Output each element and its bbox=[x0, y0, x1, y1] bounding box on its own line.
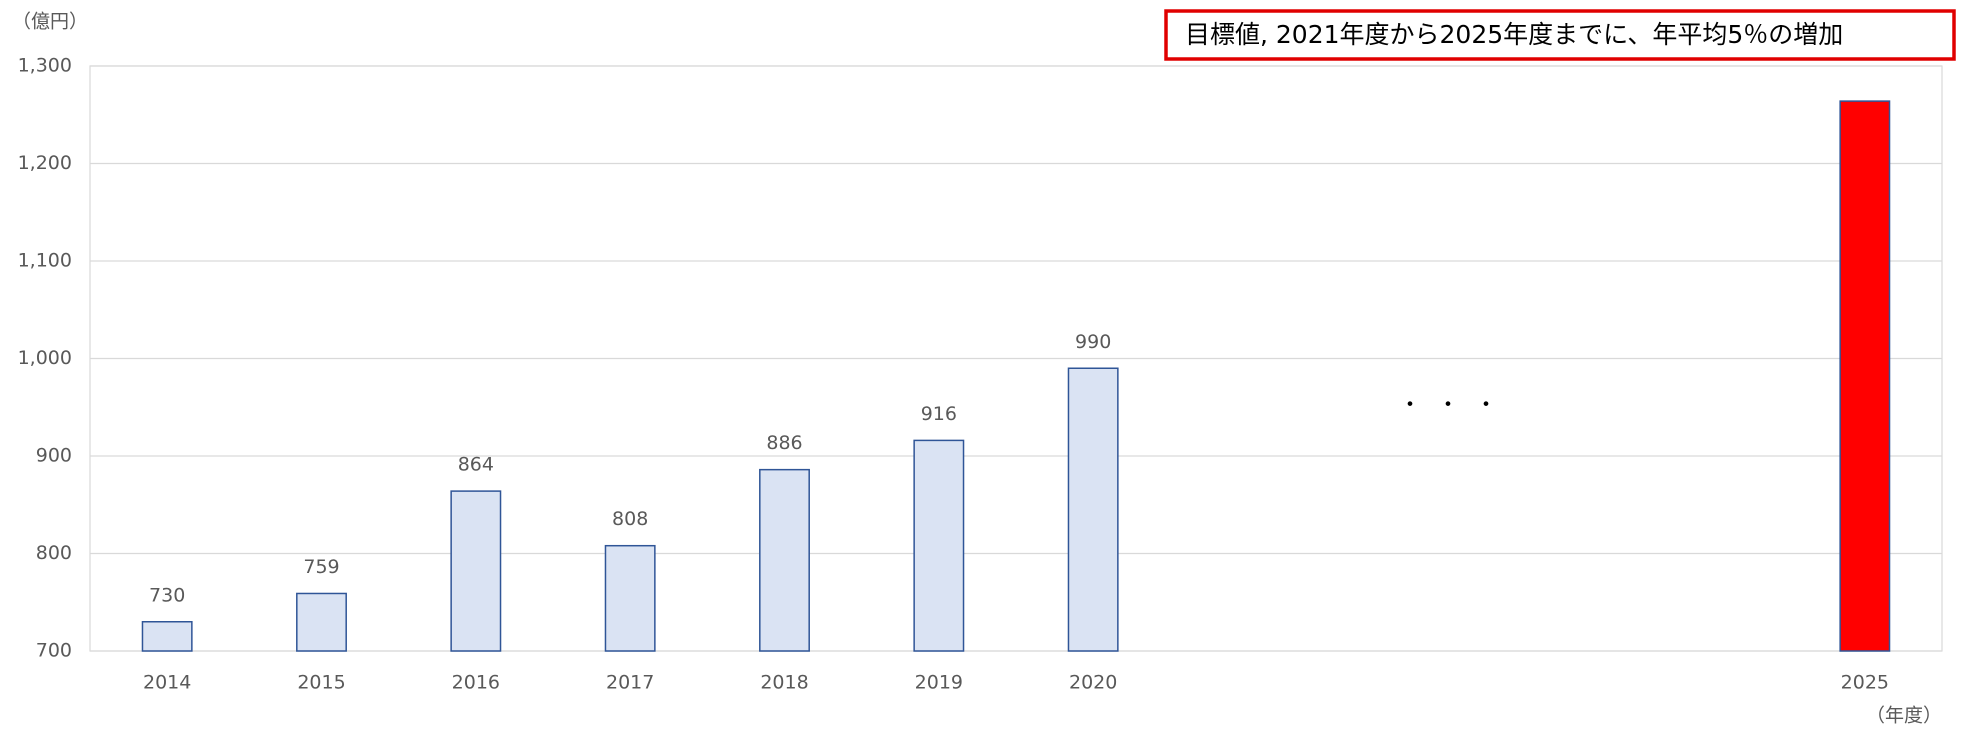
data-label: 916 bbox=[921, 403, 957, 425]
annotation-box bbox=[1164, 9, 1956, 61]
y-tick-label: 1,100 bbox=[18, 250, 72, 272]
y-tick-label: 1,000 bbox=[18, 347, 72, 369]
y-tick-label: 700 bbox=[36, 640, 72, 662]
gap-label: ・・・ bbox=[1399, 393, 1513, 418]
y-tick-label: 900 bbox=[36, 445, 72, 467]
y-unit-label: （億円） bbox=[12, 11, 88, 33]
data-label: 886 bbox=[766, 432, 802, 454]
data-label: 808 bbox=[612, 508, 648, 530]
x-tick-label: 2025 bbox=[1841, 672, 1889, 694]
data-label: 730 bbox=[149, 584, 185, 606]
x-unit-label: （年度） bbox=[1866, 705, 1942, 727]
data-label: 990 bbox=[1075, 331, 1111, 353]
bar bbox=[913, 439, 965, 652]
bar bbox=[296, 592, 347, 652]
x-tick-label: 2014 bbox=[143, 672, 191, 694]
x-tick-label: 2020 bbox=[1069, 672, 1117, 694]
x-tick-label: 2017 bbox=[606, 672, 654, 694]
x-tick-label: 2018 bbox=[760, 672, 808, 694]
bar bbox=[450, 490, 502, 652]
x-tick-label: 2019 bbox=[915, 672, 963, 694]
x-tick-label: 2015 bbox=[297, 672, 345, 694]
data-label: 864 bbox=[458, 454, 494, 476]
annotation: 目標値, 2021年度から2025年度までに、年平均5％の増加 bbox=[1185, 20, 1843, 49]
bar bbox=[604, 544, 656, 652]
data-label: 759 bbox=[303, 556, 339, 578]
bar bbox=[1067, 367, 1119, 652]
bar bbox=[1839, 100, 1891, 652]
x-tick-label: 2016 bbox=[452, 672, 500, 694]
y-tick-label: 1,200 bbox=[18, 152, 72, 174]
bar bbox=[141, 621, 193, 652]
bar bbox=[759, 468, 810, 652]
y-tick-label: 800 bbox=[36, 542, 72, 564]
y-tick-label: 1,300 bbox=[18, 55, 72, 77]
